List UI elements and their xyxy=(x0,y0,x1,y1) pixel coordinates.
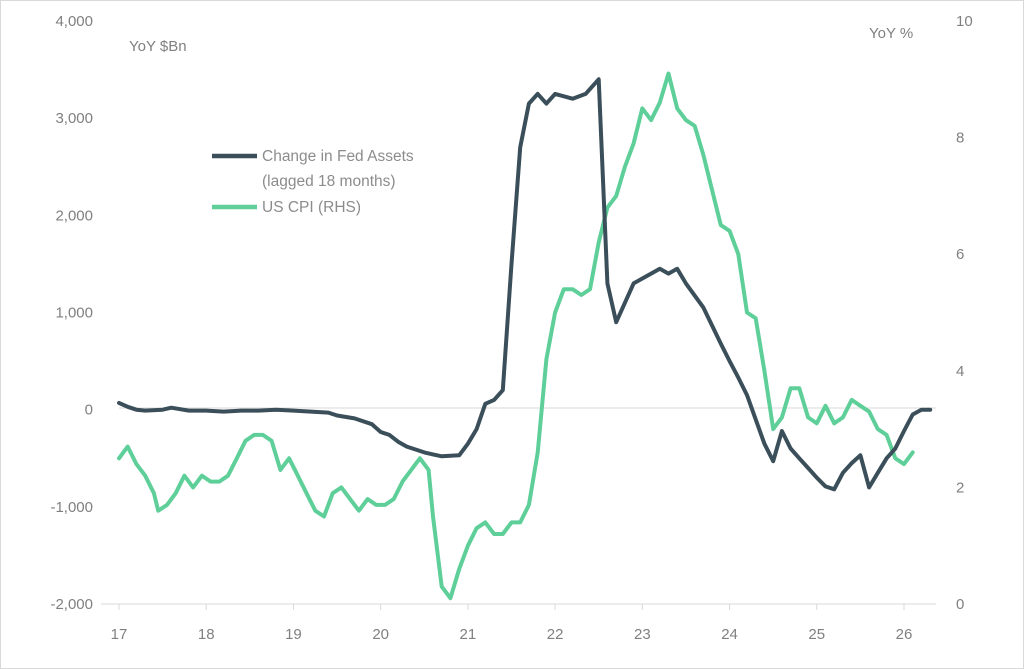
left-y-axis-ticks: 4,000 3,000 2,000 1,000 0 -1,000 -2,000 xyxy=(50,13,93,613)
x-tick-label: 26 xyxy=(896,626,913,643)
right-y-tick-label: 10 xyxy=(956,13,973,30)
right-y-tick-label: 2 xyxy=(956,479,964,496)
x-tick-label: 24 xyxy=(721,626,738,643)
legend-fed-label-line2: (lagged 18 months) xyxy=(262,173,396,190)
left-y-tick-label: 0 xyxy=(85,402,93,419)
x-tick-label: 25 xyxy=(808,626,825,643)
right-y-tick-label: 6 xyxy=(956,246,964,263)
x-tick-label: 18 xyxy=(198,626,215,643)
right-y-tick-label: 4 xyxy=(956,363,964,380)
x-tick-label: 17 xyxy=(111,626,128,643)
x-tick-label: 23 xyxy=(634,626,651,643)
left-y-tick-label: 1,000 xyxy=(55,305,93,322)
left-y-tick-label: 4,000 xyxy=(55,13,93,30)
x-tick-label: 21 xyxy=(460,626,477,643)
legend: Change in Fed Assets (lagged 18 months) … xyxy=(212,148,414,216)
left-y-tick-label: -2,000 xyxy=(50,596,93,613)
right-y-tick-label: 8 xyxy=(956,130,964,147)
fed-assets-series-line xyxy=(117,77,933,492)
x-tick-label: 22 xyxy=(547,626,564,643)
us-cpi-series-line xyxy=(117,71,915,601)
right-y-axis-ticks: 10 8 6 4 2 0 xyxy=(956,13,973,613)
x-axis-ticks: 17 18 19 20 21 22 23 24 25 26 xyxy=(111,604,913,643)
x-tick-label: 19 xyxy=(285,626,302,643)
left-axis-unit-label: YoY $Bn xyxy=(129,38,187,55)
right-y-tick-label: 0 xyxy=(956,596,964,613)
x-tick-label: 20 xyxy=(372,626,389,643)
left-y-tick-label: 3,000 xyxy=(55,110,93,127)
left-y-tick-label: -1,000 xyxy=(50,499,93,516)
legend-cpi-label: US CPI (RHS) xyxy=(262,199,361,216)
legend-fed-label-line1: Change in Fed Assets xyxy=(262,148,414,165)
left-y-tick-label: 2,000 xyxy=(55,207,93,224)
right-axis-unit-label: YoY % xyxy=(869,25,913,42)
